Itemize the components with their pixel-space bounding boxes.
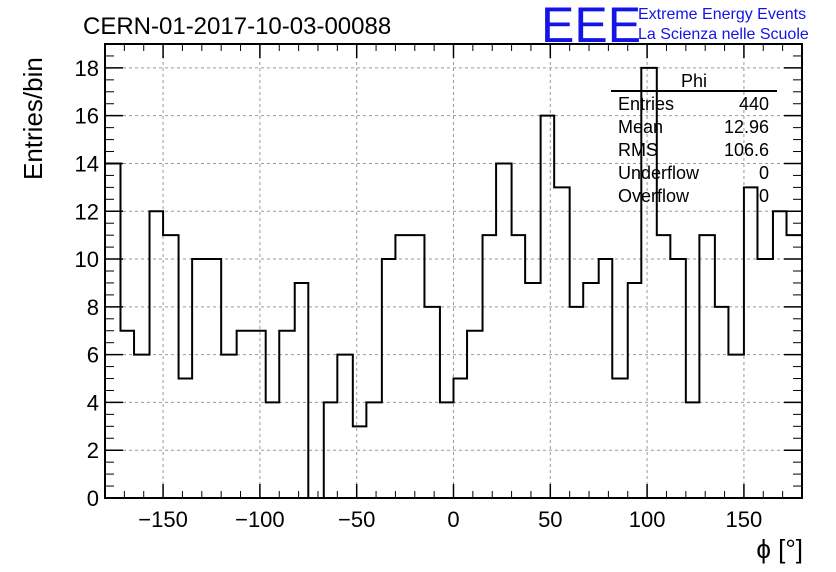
stats-row-value: 12.96 bbox=[724, 117, 769, 137]
x-tick-label: 150 bbox=[726, 507, 763, 532]
stats-row-label: Underflow bbox=[618, 163, 700, 183]
stats-rows: Entries 440 Mean 12.96 RMS 106.6 Underflow 0 Ove… bbox=[618, 94, 769, 206]
stats-name: Phi bbox=[681, 71, 707, 91]
x-tick-label: 100 bbox=[629, 507, 666, 532]
x-tick-label: 50 bbox=[538, 507, 562, 532]
y-tick-label: 16 bbox=[75, 104, 99, 129]
stats-row-label: RMS bbox=[618, 140, 658, 160]
stats-row-label: Mean bbox=[618, 117, 663, 137]
y-axis-title: Entries/bin bbox=[18, 57, 48, 180]
chart-title: CERN-01-2017-10-03-00088 bbox=[83, 13, 391, 40]
y-tick-label: 2 bbox=[87, 438, 99, 463]
histogram-outline bbox=[105, 66, 802, 499]
y-tick-label: 4 bbox=[87, 390, 99, 415]
stats-row-label: Overflow bbox=[618, 186, 690, 206]
logo-line-1: Extreme Energy Events bbox=[638, 6, 806, 23]
stats-row-value: 106.6 bbox=[724, 140, 769, 160]
y-tick-labels: 0 2 4 6 8 10 12 14 16 18 bbox=[75, 56, 99, 511]
axis-ticks bbox=[105, 43, 802, 499]
y-tick-label: 6 bbox=[87, 343, 99, 368]
eee-logo-mark: EEE bbox=[541, 0, 641, 53]
stats-row-value: 440 bbox=[739, 94, 769, 114]
x-tick-label: −150 bbox=[138, 507, 188, 532]
y-tick-label: 0 bbox=[87, 486, 99, 511]
y-tick-label: 14 bbox=[75, 151, 99, 176]
x-tick-label: −50 bbox=[338, 507, 375, 532]
x-axis-title: ϕ [°] bbox=[756, 534, 803, 564]
stats-row-value: 0 bbox=[759, 186, 769, 206]
x-tick-label: −100 bbox=[235, 507, 285, 532]
y-tick-label: 8 bbox=[87, 295, 99, 320]
stats-row-value: 0 bbox=[759, 163, 769, 183]
x-tick-labels: −150 −100 −50 0 50 100 150 bbox=[138, 507, 762, 532]
x-tick-label: 0 bbox=[447, 507, 459, 532]
y-tick-label: 10 bbox=[75, 247, 99, 272]
stats-box: Phi Entries 440 Mean 12.96 RMS 106.6 Underflow… bbox=[611, 71, 777, 206]
grid-lines bbox=[105, 44, 802, 499]
y-tick-label: 18 bbox=[75, 56, 99, 81]
y-tick-label: 12 bbox=[75, 199, 99, 224]
logo-line-2: La Scienza nelle Scuole bbox=[638, 26, 809, 43]
stats-row-label: Entries bbox=[618, 94, 674, 114]
